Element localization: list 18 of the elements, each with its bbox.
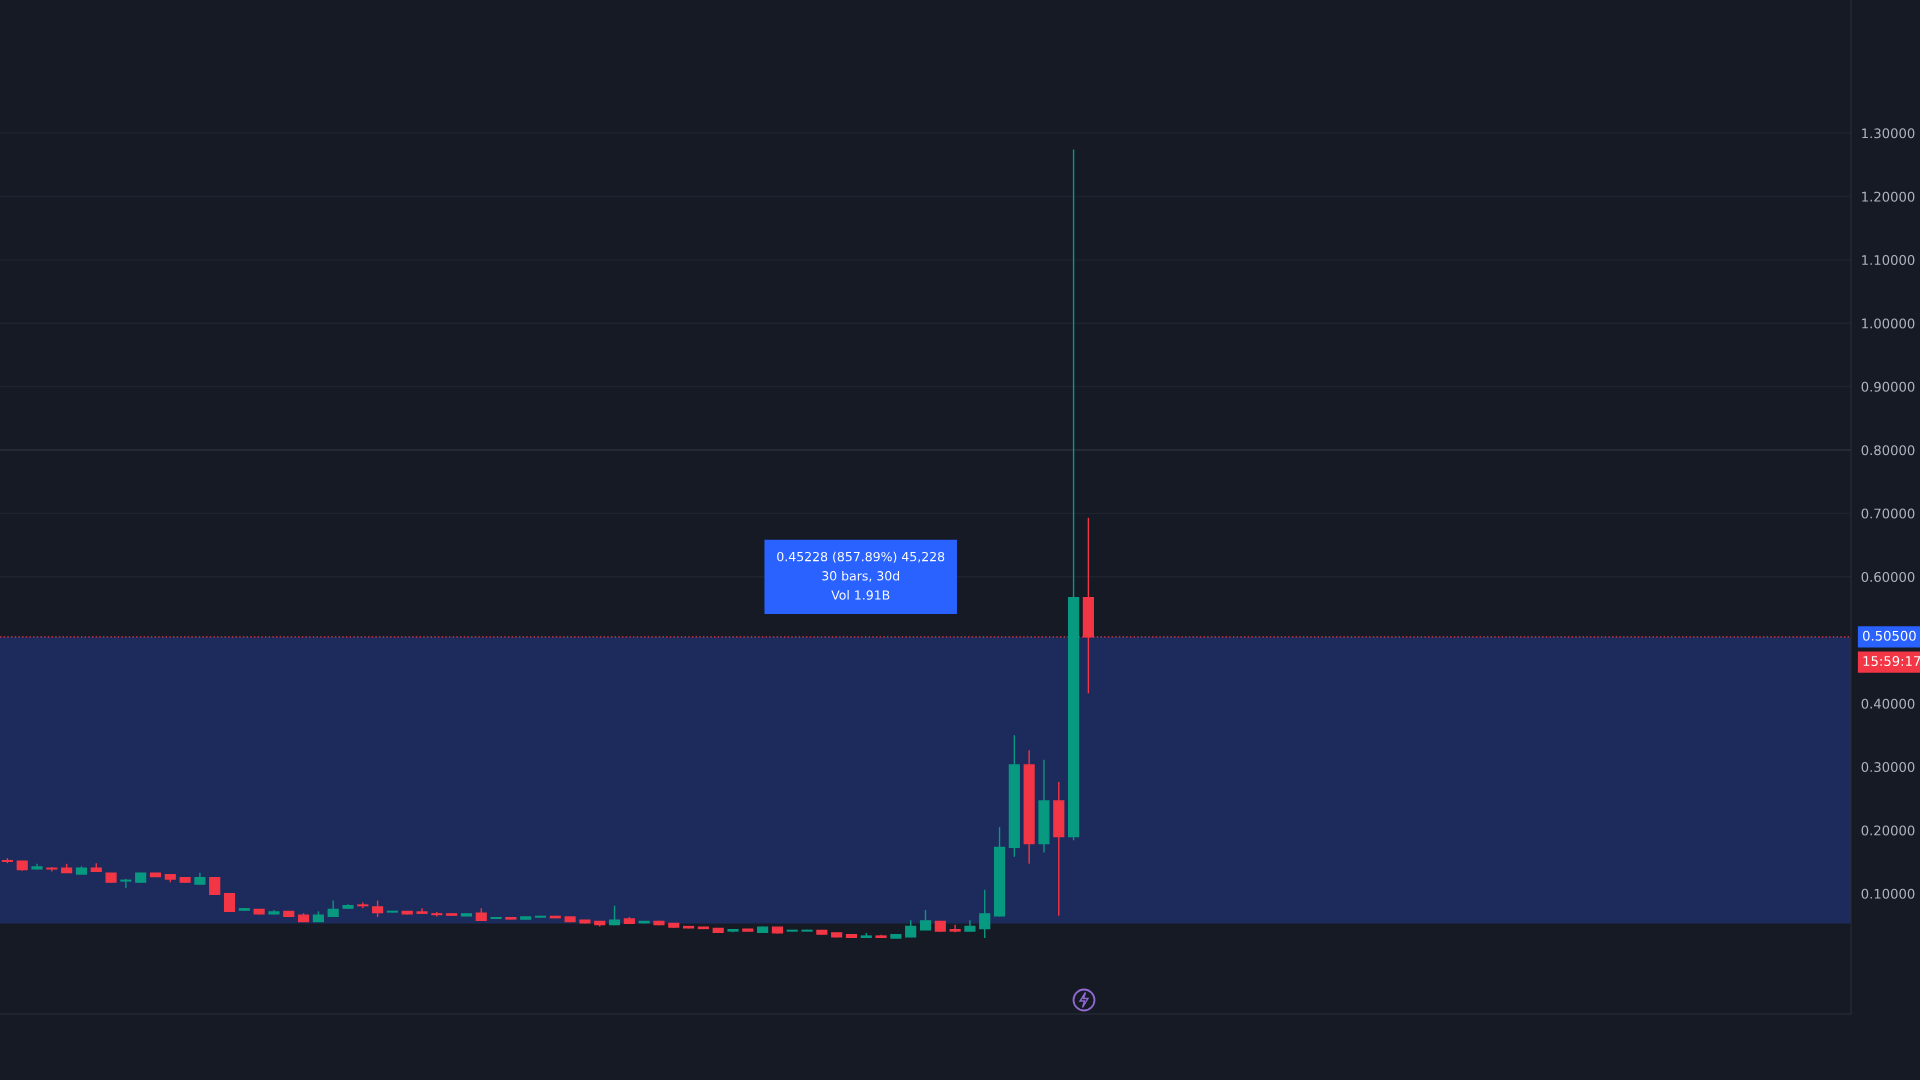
y-tick-label: 0.60000 xyxy=(1861,571,1915,582)
y-tick-label: 1.00000 xyxy=(1862,318,1915,329)
y-tick-label: 0.30000 xyxy=(1861,762,1915,773)
y-tick-label: 0.80000 xyxy=(1861,445,1915,456)
candlestick xyxy=(120,878,132,889)
y-tick-label: 1.10000 xyxy=(1862,255,1915,266)
y-tick-label: 0.10000 xyxy=(1861,888,1915,899)
y-tick-label: 0.40000 xyxy=(1861,698,1915,709)
y-tick-label: 0.70000 xyxy=(1861,508,1915,519)
y-tick-label: 0.20000 xyxy=(1861,825,1915,836)
y-tick-label: 1.20000 xyxy=(1862,191,1915,202)
y-tick-label: 1.30000 xyxy=(1862,128,1915,139)
candlestick xyxy=(223,892,236,913)
ref-line-label: 0.50500 xyxy=(1862,630,1916,641)
candlestick xyxy=(979,889,991,939)
annotation: 0.45228 (857.89%) 45,228 30 bars, 30d Vol 1.91B xyxy=(777,551,945,600)
y-tick-label: 0.90000 xyxy=(1861,381,1915,392)
text: 15:59:17 xyxy=(1863,656,1920,667)
